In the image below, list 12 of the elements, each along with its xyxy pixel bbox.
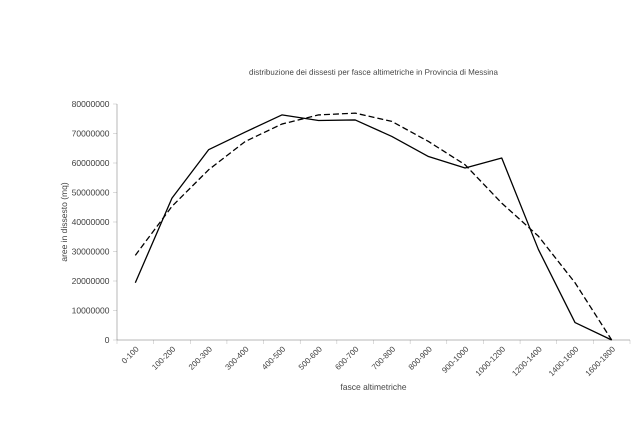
x-axis-title: fasce altimetriche xyxy=(340,384,406,390)
y-axis-title: aree in dissesto (mq) xyxy=(60,182,69,262)
y-tick-label: 80000000 xyxy=(72,101,110,108)
y-tick-label: 70000000 xyxy=(72,130,110,137)
y-tick-label: 0 xyxy=(105,337,110,344)
y-tick-label: 40000000 xyxy=(72,219,110,226)
y-tick-label: 60000000 xyxy=(72,160,110,166)
y-tick-label: 20000000 xyxy=(72,278,110,284)
chart-title: distribuzione dei dissesti per fasce altimetriche in Provincia di Messina xyxy=(249,69,498,76)
y-tick-label: 30000000 xyxy=(72,248,110,255)
y-tick-label: 10000000 xyxy=(72,308,110,314)
y-tick-label: 50000000 xyxy=(72,190,110,196)
